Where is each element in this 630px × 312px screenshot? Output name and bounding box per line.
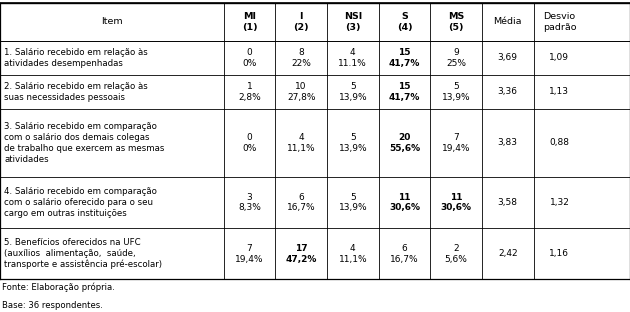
Text: 1,32: 1,32: [549, 198, 570, 207]
Text: 5
13,9%: 5 13,9%: [338, 193, 367, 212]
Text: 6
16,7%: 6 16,7%: [287, 193, 316, 212]
Text: 17
47,2%: 17 47,2%: [285, 244, 317, 264]
Text: Fonte: Elaboração própria.: Fonte: Elaboração própria.: [2, 283, 115, 292]
Text: 15
41,7%: 15 41,7%: [389, 48, 420, 67]
Text: 11
30,6%: 11 30,6%: [389, 193, 420, 212]
Text: 11
30,6%: 11 30,6%: [440, 193, 472, 212]
Text: 0
0%: 0 0%: [243, 48, 256, 67]
Text: 2. Salário recebido em relação às
suas necessidades pessoais: 2. Salário recebido em relação às suas n…: [4, 82, 148, 102]
Text: MI
(1): MI (1): [242, 12, 257, 32]
Text: 2,42: 2,42: [498, 249, 518, 258]
Text: Desvio
padrão: Desvio padrão: [542, 12, 576, 32]
Text: 0,88: 0,88: [549, 139, 570, 147]
Text: Base: 36 respondentes.: Base: 36 respondentes.: [2, 301, 103, 310]
Text: 4
11,1%: 4 11,1%: [287, 133, 316, 153]
Text: 1
2,8%: 1 2,8%: [238, 82, 261, 102]
Text: 5
13,9%: 5 13,9%: [338, 133, 367, 153]
Text: 3,58: 3,58: [498, 198, 518, 207]
Text: I
(2): I (2): [294, 12, 309, 32]
Text: 2
5,6%: 2 5,6%: [445, 244, 467, 264]
Text: 3,69: 3,69: [498, 53, 518, 62]
Text: Média: Média: [493, 17, 522, 27]
Text: 15
41,7%: 15 41,7%: [389, 82, 420, 102]
Text: NSI
(3): NSI (3): [344, 12, 362, 32]
Text: 8
22%: 8 22%: [291, 48, 311, 67]
Text: 20
55,6%: 20 55,6%: [389, 133, 420, 153]
Text: 6
16,7%: 6 16,7%: [390, 244, 419, 264]
Text: 4. Salário recebido em comparação
com o salário oferecido para o seu
cargo em ou: 4. Salário recebido em comparação com o …: [4, 187, 158, 218]
Text: 3
8,3%: 3 8,3%: [238, 193, 261, 212]
Text: 4
11,1%: 4 11,1%: [338, 244, 367, 264]
Text: 5
13,9%: 5 13,9%: [338, 82, 367, 102]
Text: 3,83: 3,83: [498, 139, 518, 147]
Text: 5. Benefícios oferecidos na UFC
(auxílios  alimentação,  saúde,
transporte e ass: 5. Benefícios oferecidos na UFC (auxílio…: [4, 238, 163, 269]
Text: 3. Salário recebido em comparação
com o salário dos demais colegas
de trabalho q: 3. Salário recebido em comparação com o …: [4, 122, 165, 163]
Text: 5
13,9%: 5 13,9%: [442, 82, 471, 102]
Text: 7
19,4%: 7 19,4%: [235, 244, 264, 264]
Text: 1,16: 1,16: [549, 249, 570, 258]
Text: 3,36: 3,36: [498, 87, 518, 96]
Text: MS
(5): MS (5): [448, 12, 464, 32]
Text: 1,13: 1,13: [549, 87, 570, 96]
Text: S
(4): S (4): [397, 12, 412, 32]
Text: 0
0%: 0 0%: [243, 133, 256, 153]
Text: 7
19,4%: 7 19,4%: [442, 133, 471, 153]
Text: 9
25%: 9 25%: [446, 48, 466, 67]
Text: Item: Item: [101, 17, 123, 27]
Text: 1. Salário recebido em relação às
atividades desempenhadas: 1. Salário recebido em relação às ativid…: [4, 48, 148, 67]
Text: 1,09: 1,09: [549, 53, 570, 62]
Text: 10
27,8%: 10 27,8%: [287, 82, 316, 102]
Text: 4
11.1%: 4 11.1%: [338, 48, 367, 67]
